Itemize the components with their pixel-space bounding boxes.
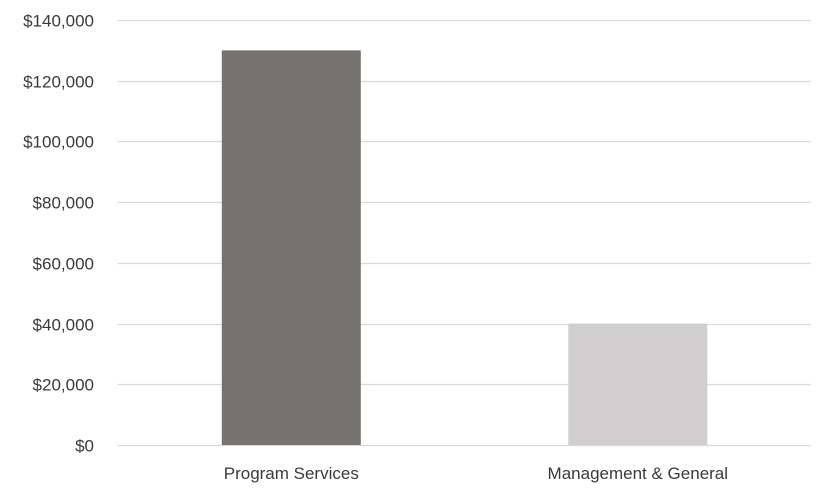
- y-tick-label: $0: [75, 437, 94, 456]
- y-tick-label: $40,000: [33, 316, 94, 335]
- y-tick-label: $80,000: [33, 194, 94, 213]
- y-tick-label: $120,000: [23, 73, 94, 92]
- y-tick-label: $20,000: [33, 376, 94, 395]
- bars: [221, 50, 708, 446]
- bar-program-services: [221, 50, 361, 446]
- x-axis-tick-labels: Program Services Management & General: [224, 464, 728, 483]
- y-tick-label: $100,000: [23, 133, 94, 152]
- x-tick-label: Management & General: [548, 464, 729, 483]
- y-axis-tick-labels: $0 $20,000 $40,000 $60,000 $80,000 $100,000 $1…: [23, 12, 94, 456]
- bar-management-general: [568, 323, 708, 445]
- x-tick-label: Program Services: [224, 464, 359, 483]
- y-tick-label: $140,000: [23, 12, 94, 31]
- y-tick-label: $60,000: [33, 255, 94, 274]
